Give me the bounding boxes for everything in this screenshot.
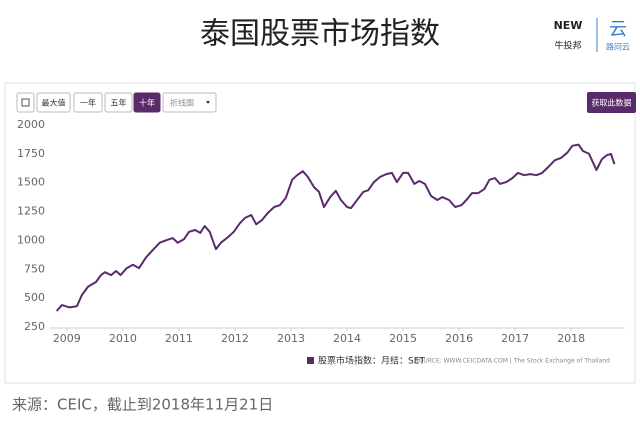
x-tick-label: 2009 [53,332,81,345]
y-tick-label: 2000 [17,118,45,131]
range-button[interactable] [104,92,133,113]
range-button[interactable] [73,92,103,113]
x-tick-label: 2017 [501,332,529,345]
x-tick-label: 2014 [333,332,361,345]
y-tick-label: 250 [24,320,45,333]
range-button[interactable] [133,92,161,113]
range-button-label: 一年 [80,98,96,108]
chart-type-dropdown[interactable] [162,92,217,113]
calendar-icon [21,98,30,107]
x-tick-label: 2010 [109,332,137,345]
range-button-label: 最大值 [42,98,66,108]
series-line [55,143,616,312]
logo-brand: NEW [554,19,583,32]
x-tick-label: 2011 [165,332,193,345]
chart-panel [4,82,636,384]
range-button-label: 十年 [139,98,155,108]
dropdown-arrow [206,101,210,104]
x-tick-label: 2018 [557,332,585,345]
chart-title: 泰国股票市场指数 [200,17,440,52]
range-button-label: 五年 [111,98,127,108]
y-tick-label: 500 [24,291,45,304]
legend-label: 股票市场指数：月结：SET [318,355,425,367]
y-tick-label: 1500 [17,176,45,189]
logo-icon: 云 [609,19,627,40]
y-tick-label: 1750 [17,147,45,160]
legend-swatch [307,357,314,364]
get-data-button[interactable] [587,92,636,113]
x-tick-label: 2015 [389,332,417,345]
logo-partner: 路问云 [606,42,630,52]
y-tick-label: 750 [24,262,45,275]
dropdown-label: 折线图 [170,98,194,108]
calendar-button[interactable] [16,92,35,113]
source-note: SOURCE: WWW.CEICDATA.COM | The Stock Exc… [415,358,610,365]
range-button[interactable] [36,92,71,113]
x-tick-label: 2012 [221,332,249,345]
x-tick-label: 2016 [445,332,473,345]
y-tick-label: 1250 [17,205,45,218]
get-data-label: 获取此数据 [592,98,632,108]
logo-name: 牛投邦 [554,40,581,52]
y-tick-label: 1000 [17,233,45,246]
footer-note: 来源：CEIC，截止到2018年11月21日 [12,396,273,414]
x-tick-label: 2013 [277,332,305,345]
